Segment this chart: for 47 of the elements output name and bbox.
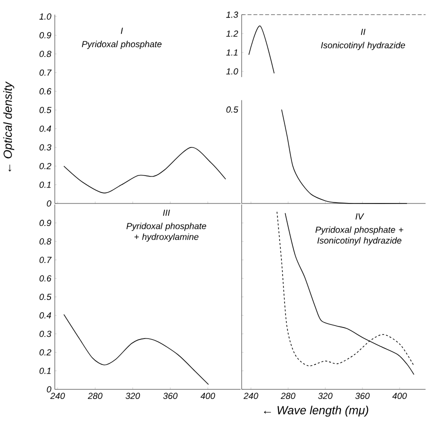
y-tick-label: 0.8 <box>40 238 52 245</box>
y-tick-label: 1.0 <box>39 14 52 20</box>
y-tick-label: 0.2 <box>40 163 52 170</box>
x-tick-label: 240 <box>50 393 65 400</box>
chart-title: III <box>163 210 170 216</box>
y-tick-label: 0.6 <box>40 88 52 95</box>
y-tick-label: 0.6 <box>40 276 52 282</box>
x-tick-label: 320 <box>126 393 140 400</box>
y-tick-label: 0.5 <box>40 294 52 300</box>
text: II <box>360 29 366 36</box>
text: Pyridoxal phosphate + Isonicotinyl hydrazide <box>315 226 404 246</box>
y-tick-label: 1.1 <box>226 50 238 56</box>
y-tick-label: 0.1 <box>40 182 51 188</box>
y-tick-label: 0.7 <box>40 257 52 264</box>
y-tick-label: 0.1 <box>40 368 51 374</box>
y-tick-label: 0.4 <box>40 312 52 319</box>
x-tick-label: 360 <box>355 393 370 400</box>
x-tick-label: 360 <box>163 393 178 400</box>
x-tick-label: 400 <box>392 393 407 400</box>
y-tick-label: 0.7 <box>40 70 52 76</box>
x-axis-title: ← Wave length (mμ) <box>264 406 368 417</box>
y-tick-label: 0.3 <box>40 330 52 338</box>
x-tick-label: 280 <box>88 393 102 400</box>
y-tick-label: 1.0 <box>226 68 238 75</box>
y-tick-label: 0.8 <box>40 51 52 58</box>
y-tick-label: 1.3 <box>226 12 238 18</box>
text: I <box>120 28 123 34</box>
text: Pyridoxal phosphate + hydroxylamine <box>126 222 206 242</box>
y-tick-label: 0.3 <box>40 144 52 151</box>
x-tick-label: 320 <box>318 393 333 400</box>
y-tick-label: 1.2 <box>226 30 238 37</box>
y-tick-label: 0.9 <box>40 32 52 39</box>
y-tick-label: 0.2 <box>40 349 52 356</box>
y-axis-title: ← Optical density <box>3 82 14 172</box>
y-tick-label: 0 <box>46 386 52 393</box>
x-tick-label: 400 <box>200 393 216 400</box>
y-tick-label: 0 <box>46 200 52 207</box>
text: Pyridoxal phosphate <box>82 41 162 50</box>
line-series <box>64 147 226 194</box>
x-tick-label: 280 <box>280 393 296 400</box>
text: IV <box>356 214 364 220</box>
line-series <box>64 314 209 386</box>
y-tick-label: 0.5 <box>40 107 52 114</box>
y-tick-label: 0.9 <box>40 220 52 226</box>
x-tick-label: 240 <box>244 393 258 400</box>
y-tick-label: 0.4 <box>40 126 52 132</box>
text: Isonicotinyl hydrazide <box>321 42 406 50</box>
